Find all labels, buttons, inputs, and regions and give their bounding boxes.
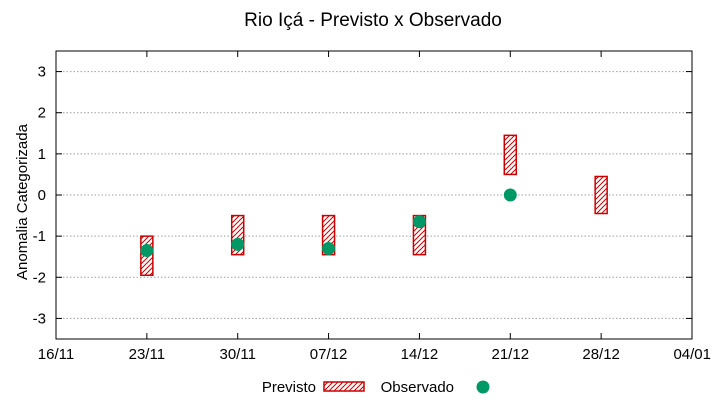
y-tick-label: 0 — [38, 187, 46, 204]
observado-series — [140, 188, 517, 258]
y-tick-label: -1 — [33, 228, 46, 245]
x-ticks: 16/11 23/11 30/11 07/12 14/12 21/12 28/12 04/01 — [38, 51, 711, 363]
y-tick-label: 1 — [38, 146, 46, 163]
previsto-series — [140, 134, 608, 276]
y-tick-label: 3 — [38, 64, 46, 81]
x-tick-label: 28/12 — [582, 346, 620, 363]
observado-point — [140, 244, 154, 258]
legend-label-observado: Observado — [381, 379, 454, 396]
legend-swatch-observado — [476, 380, 490, 394]
y-tick-label: -3 — [33, 310, 46, 327]
previsto-range-box — [503, 134, 518, 176]
y-tick-label: -2 — [33, 269, 46, 286]
observado-point — [322, 241, 336, 255]
x-tick-label: 14/12 — [401, 346, 439, 363]
x-tick-label: 07/12 — [310, 346, 348, 363]
x-tick-label: 16/11 — [38, 346, 74, 363]
previsto-range-box — [594, 175, 608, 215]
x-tick-label: 23/11 — [129, 346, 165, 363]
legend-label-previsto: Previsto — [262, 379, 316, 396]
legend: Previsto Observado — [262, 379, 490, 396]
observado-point — [503, 188, 517, 202]
legend-swatch-previsto — [323, 381, 365, 392]
y-tick-label: 2 — [38, 105, 46, 122]
y-gridlines — [56, 71, 692, 319]
observado-point — [412, 215, 426, 229]
observado-point — [231, 237, 245, 251]
y-axis-label: Anomalia Categorizada — [14, 123, 31, 280]
x-tick-label: 30/11 — [219, 346, 255, 363]
chart-title: Rio Içá - Previsto x Observado — [244, 10, 502, 31]
y-ticks: 3 2 1 0 -1 -2 -3 — [33, 64, 692, 327]
x-tick-label: 21/12 — [492, 346, 530, 363]
x-tick-label: 04/01 — [673, 346, 711, 363]
